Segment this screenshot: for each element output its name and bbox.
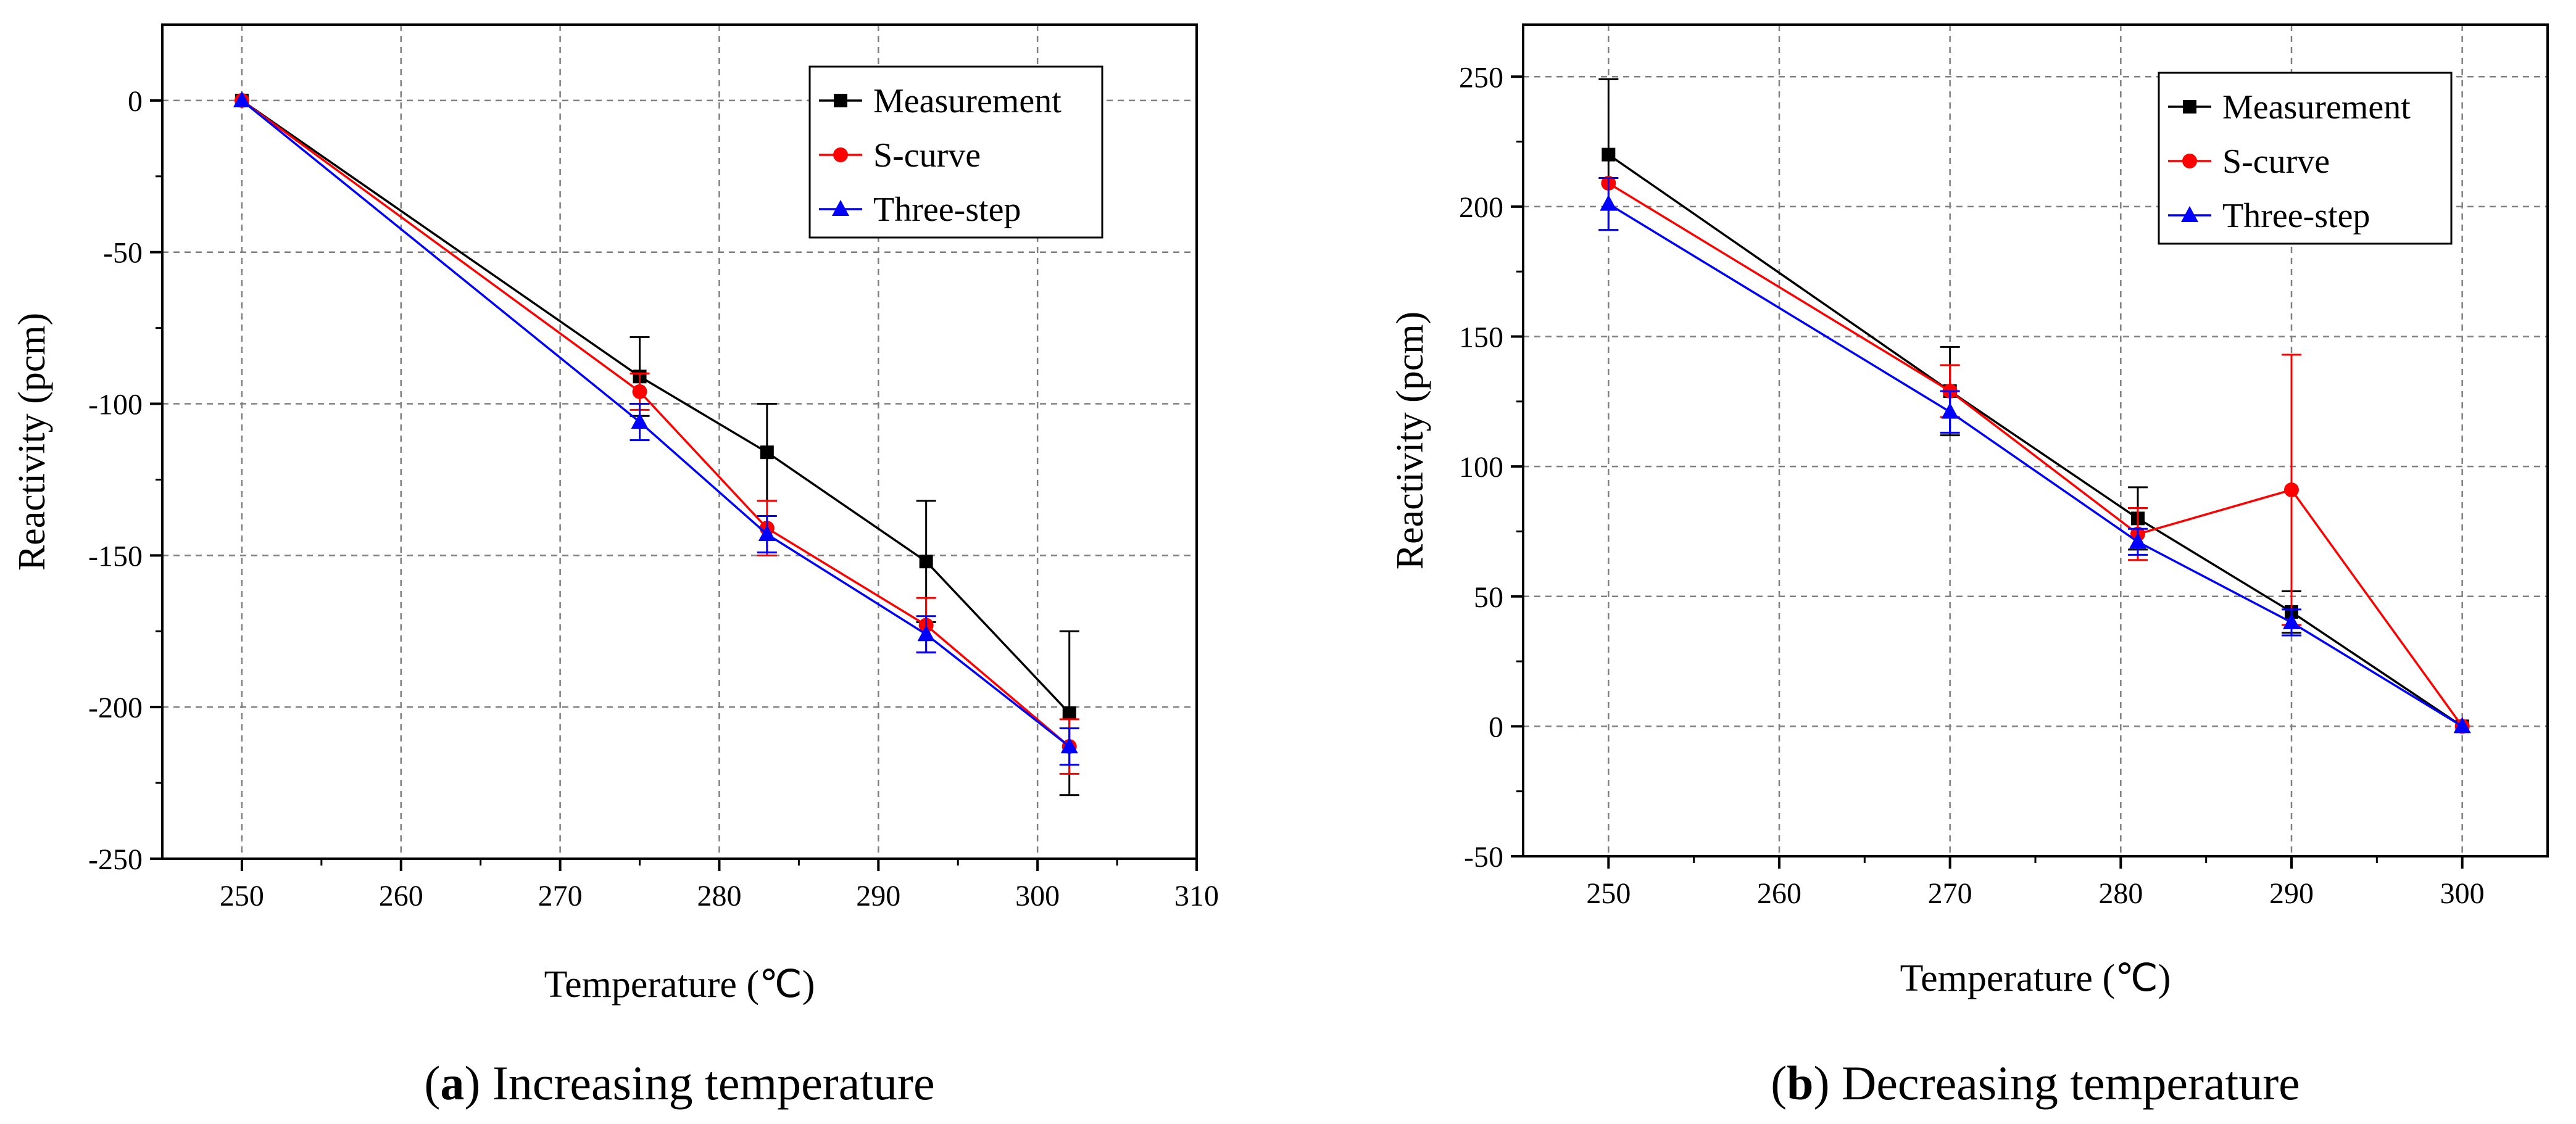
y-tick-label: 0	[128, 85, 143, 118]
y-tick-label: 50	[1474, 581, 1503, 614]
x-tick-label: 280	[2098, 877, 2143, 910]
x-tick-label: 270	[1928, 877, 1972, 910]
y-tick-label: 100	[1459, 451, 1503, 484]
legend-label: Measurement	[2222, 88, 2411, 126]
x-tick-label: 260	[1757, 877, 1801, 910]
legend-marker-square	[2183, 100, 2196, 114]
x-tick-label: 300	[1015, 880, 1060, 912]
data-point-circle	[632, 384, 647, 399]
caption-open-paren: (	[1771, 1056, 1787, 1110]
grid	[162, 25, 1197, 859]
legend-label: Three-step	[2222, 197, 2370, 235]
y-tick-label: -50	[1464, 841, 1503, 874]
data-point-triangle	[631, 413, 649, 429]
data-point-square	[1062, 706, 1076, 721]
data-point-square	[1602, 147, 1616, 162]
caption-text: Decreasing temperature	[1842, 1056, 2300, 1110]
legend-marker-circle	[833, 147, 848, 162]
x-tick-label: 270	[538, 880, 583, 912]
series-three-step	[233, 91, 1079, 766]
x-axis-title: Temperature (℃)	[1900, 957, 2171, 999]
x-tick-label: 300	[2440, 877, 2485, 910]
legend-label: S-curve	[2222, 143, 2330, 181]
legend-item: S-curve	[819, 136, 981, 175]
y-tick-label: -150	[88, 540, 143, 572]
y-axis-title: Reactivity (pcm)	[11, 313, 53, 571]
x-axis-title: Temperature (℃)	[544, 964, 815, 1006]
legend-marker-circle	[2182, 154, 2197, 168]
legend-marker-square	[834, 94, 847, 107]
y-tick-label: 150	[1459, 321, 1503, 354]
x-tick-label: 250	[1586, 877, 1631, 910]
x-tick-label: 280	[697, 880, 741, 912]
y-tick-label: -250	[88, 843, 143, 876]
data-point-triangle	[758, 524, 776, 541]
panel-caption: (a) Increasing temperature	[424, 1056, 934, 1110]
legend-label: Three-step	[873, 191, 1021, 229]
data-point-triangle	[2129, 532, 2146, 549]
data-point-triangle	[1060, 737, 1078, 754]
series-line	[1608, 182, 2464, 727]
data-point-square	[760, 445, 774, 460]
legend-item: Three-step	[2168, 197, 2370, 235]
x-tick-label: 260	[379, 880, 423, 912]
data-point-triangle	[233, 91, 251, 107]
y-tick-label: 0	[1489, 711, 1503, 743]
legend-item: Three-step	[819, 191, 1021, 229]
x-tick-label: 290	[2269, 877, 2314, 910]
panel-caption: (b) Decreasing temperature	[1771, 1056, 2300, 1110]
caption-open-paren: (	[424, 1056, 440, 1110]
y-axis-title: Reactivity (pcm)	[1389, 312, 1431, 569]
legend: Measurement S-curve Three-step	[2158, 72, 2453, 245]
chart-panel-a: 250 260 270 280 290 300 310 0 -50 -100 -150 -200 -25…	[11, 23, 1219, 1110]
legend-marker-triangle	[2181, 206, 2198, 222]
y-tick-label: -200	[88, 692, 143, 724]
caption-letter: a	[440, 1056, 464, 1110]
series-line	[1608, 203, 2463, 727]
caption-close-paren: )	[1814, 1056, 1842, 1110]
legend-item: Measurement	[819, 82, 1062, 120]
data-point-square	[919, 555, 933, 569]
y-tick-label: 200	[1459, 191, 1503, 224]
data-point-triangle	[1600, 194, 1618, 211]
chart-panel-b: 250 260 270 280 290 300 250 200 150 100 50 0 -50 Temp…	[1389, 23, 2549, 1110]
legend-item: S-curve	[2168, 143, 2330, 181]
data-point-triangle	[2453, 717, 2471, 733]
data-point-triangle	[2283, 613, 2300, 629]
legend: Measurement S-curve Three-step	[808, 65, 1103, 239]
series-s-curve	[1601, 175, 2470, 734]
series-three-step	[1598, 177, 2471, 733]
data-point-triangle	[917, 625, 935, 642]
legend-label: Measurement	[873, 82, 1062, 120]
legend-marker-triangle	[832, 200, 849, 216]
x-tick-label: 310	[1174, 880, 1219, 912]
x-tick-label: 290	[856, 880, 900, 912]
legend-item: Measurement	[2168, 88, 2411, 126]
caption-letter: b	[1787, 1056, 1813, 1110]
caption-close-paren: )	[464, 1056, 492, 1110]
legend-label: S-curve	[873, 136, 981, 175]
y-tick-label: -50	[103, 237, 143, 270]
x-tick-label: 250	[220, 880, 264, 912]
data-point-triangle	[1941, 402, 1959, 419]
y-tick-label: 250	[1459, 61, 1503, 94]
plot-frame	[161, 23, 1198, 860]
caption-text: Increasing temperature	[492, 1056, 935, 1110]
y-tick-label: -100	[88, 389, 143, 421]
data-point-circle	[2284, 482, 2299, 498]
